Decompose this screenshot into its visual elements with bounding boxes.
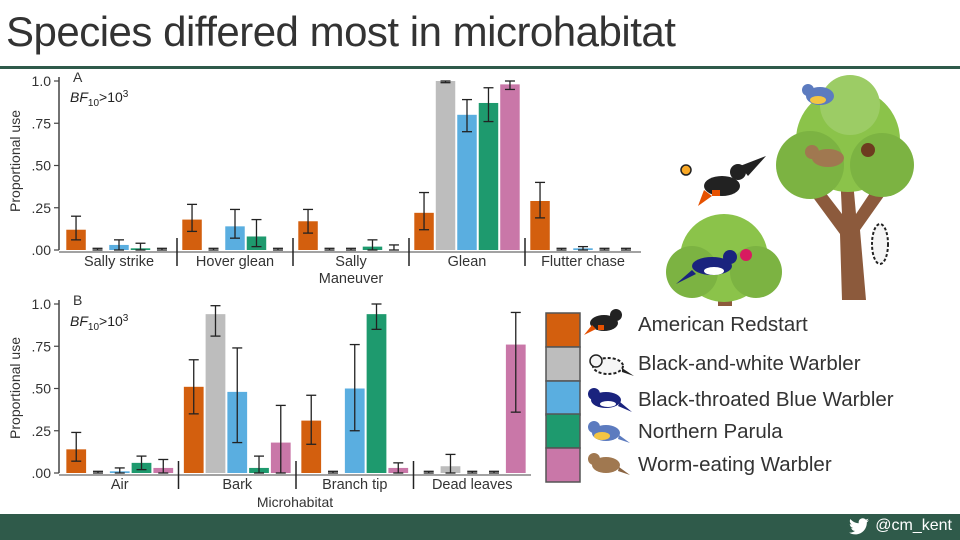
panel-b-bar [205, 314, 226, 473]
panel-b-annotation-rel: >10 [99, 313, 123, 329]
black-and-white-warbler-illustration-icon [871, 223, 889, 265]
panel-b-bar [183, 386, 204, 473]
panel-a-category-label: Glean [448, 254, 487, 270]
berry-icon [740, 249, 752, 261]
panel-b: Proportional use B BF10>103 Microhabitat… [7, 292, 531, 510]
worm-eating-warbler-illustration-icon [805, 143, 875, 167]
panel-a-y-tick-label: .25 [32, 200, 52, 216]
american-redstart-illustration-icon [698, 156, 766, 206]
panel-a-y-tick-label: .75 [32, 115, 52, 131]
panel-b-annotation-sub: 10 [88, 322, 100, 333]
title-rule [0, 66, 960, 69]
panel-b-annotation: BF10>103 [70, 313, 129, 333]
panel-a-y-tick-label: .00 [32, 242, 52, 258]
tree-canopy-3 [850, 133, 914, 197]
twitter-handle[interactable]: @cm_kent [875, 517, 952, 534]
black-throated-blue-warbler-icon [588, 388, 632, 412]
panel-a-category-label: Hover glean [196, 254, 274, 270]
legend-swatch [545, 447, 581, 483]
panel-a-bar [457, 114, 477, 250]
panel-a-annotation-base: BF [70, 89, 89, 105]
panel-b-category-label: Air [111, 477, 129, 493]
legend-swatch [545, 346, 581, 382]
panel-a-bar [500, 84, 520, 250]
panel-b-category-label: Branch tip [322, 477, 387, 493]
panel-a-category-label: Maneuver [319, 271, 384, 287]
twitter-bird-icon [849, 518, 869, 535]
panel-a-plot: .00 .25 .50 .75 1.0 Sally strike Hover glean Sa… [32, 73, 641, 287]
panel-a-letter: A [73, 69, 83, 85]
northern-parula-illustration-icon [802, 84, 834, 105]
bee-icon [680, 164, 692, 176]
black-and-white-warbler-icon [589, 354, 634, 376]
legend-label-black-and-white-warbler: Black-and-white Warbler [638, 352, 861, 375]
panel-a-y-tick-label: 1.0 [32, 73, 52, 89]
panel-b-category-label: Dead leaves [432, 477, 513, 493]
panel-a-bar [530, 200, 550, 250]
panel-a: Proportional use A BF10>103 .00 .25 .50 .75… [7, 69, 641, 287]
panel-a-category-label: Sally strike [84, 254, 154, 270]
legend-label-american-redstart: American Redstart [638, 313, 808, 336]
panel-b-annotation-sup: 3 [123, 313, 129, 324]
legend-icons [584, 309, 634, 475]
american-redstart-icon [584, 309, 622, 335]
panel-b-ylabel: Proportional use [7, 337, 23, 439]
panel-a-ylabel: Proportional use [7, 110, 23, 212]
slide-title: Species differed most in microhabitat [6, 8, 676, 55]
panel-b-y-tick-label: .00 [32, 465, 52, 481]
footer-bar: @cm_kent [0, 514, 960, 540]
panel-a-bar [298, 221, 318, 250]
panel-b-bar [301, 420, 322, 473]
panel-b-xlabel: Microhabitat [257, 494, 333, 510]
panel-b-y-tick-label: .25 [32, 423, 52, 439]
panel-b-y-tick-label: .75 [32, 338, 52, 354]
panel-a-annotation-sup: 3 [123, 89, 129, 100]
legend-swatch [545, 312, 581, 348]
northern-parula-icon [588, 421, 630, 443]
legend-label-black-throated-blue-warbler: Black-throated Blue Warbler [638, 388, 894, 411]
panel-b-y-tick-label: 1.0 [32, 296, 52, 312]
panel-b-letter: B [73, 292, 82, 308]
panel-b-bar [366, 314, 387, 473]
legend-label-northern-parula: Northern Parula [638, 420, 783, 443]
panel-a-bar [182, 219, 202, 250]
panel-b-category-label: Bark [222, 477, 253, 493]
tree-canopy-4 [820, 75, 880, 135]
panel-b-plot: .00 .25 .50 .75 1.0 Air Bark Branch tip Dead lea… [32, 296, 531, 493]
panel-b-y-tick-label: .50 [32, 381, 52, 397]
legend-swatch [545, 380, 581, 416]
tree-illustration [666, 75, 914, 306]
worm-eating-warbler-icon [588, 453, 630, 475]
panel-a-category-label: Sally [335, 254, 367, 270]
shrub-canopy-3 [730, 246, 782, 298]
legend-swatches [545, 312, 581, 483]
panel-a-category-label: Flutter chase [541, 254, 625, 270]
panel-b-annotation-base: BF [70, 313, 89, 329]
panel-a-annotation-rel: >10 [99, 89, 123, 105]
tree-canopy-2 [776, 131, 844, 199]
panel-a-bar [435, 81, 456, 250]
legend-swatch [545, 413, 581, 449]
tree-trunk [812, 170, 884, 300]
legend-label-worm-eating-warbler: Worm-eating Warbler [638, 453, 832, 476]
panel-a-bar [414, 212, 434, 250]
panel-a-bar [478, 102, 499, 250]
panel-a-y-tick-label: .50 [32, 158, 52, 174]
panel-a-annotation: BF10>103 [70, 89, 129, 109]
black-throated-blue-warbler-illustration-icon [676, 250, 737, 284]
panel-a-annotation-sub: 10 [88, 98, 100, 109]
